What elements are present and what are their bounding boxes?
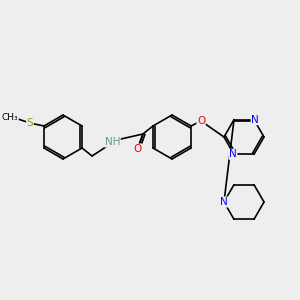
Text: S: S: [27, 118, 33, 128]
Text: O: O: [134, 144, 142, 154]
Text: N: N: [220, 197, 228, 207]
Text: O: O: [197, 116, 205, 126]
Text: N: N: [229, 149, 237, 159]
Text: CH₃: CH₃: [2, 112, 18, 122]
Text: NH: NH: [105, 137, 120, 147]
Text: N: N: [251, 115, 259, 125]
